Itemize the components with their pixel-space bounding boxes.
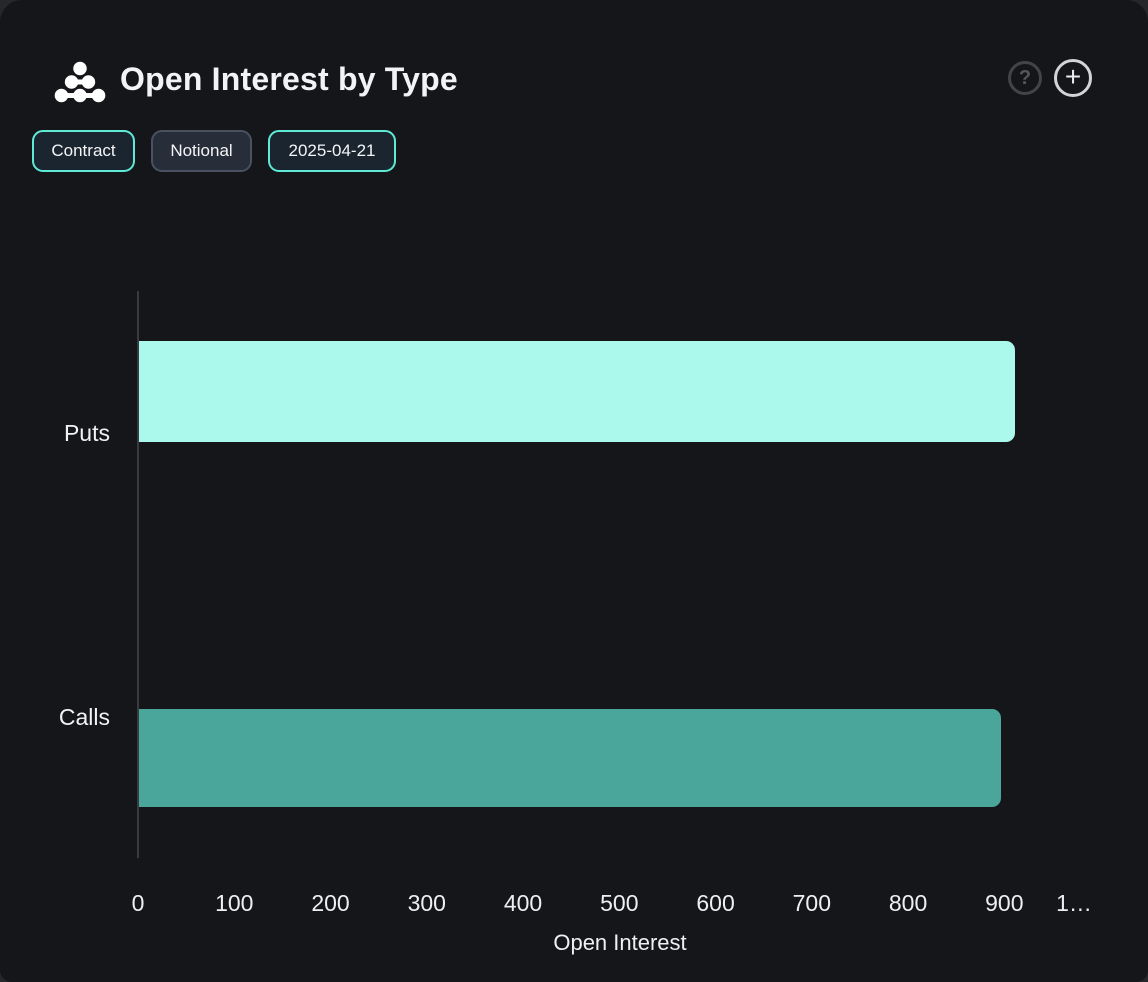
x-tick-label: 700 [792,890,831,916]
help-button[interactable]: ? [1008,61,1042,95]
question-mark-icon: ? [1018,66,1032,89]
x-tick-label: 100 [215,890,254,916]
category-label-calls: Calls [58,704,110,730]
bar-calls[interactable] [139,709,1001,807]
filter-button-date[interactable]: 2025-04-21 [268,130,396,172]
x-tick-label: 300 [407,890,446,916]
x-tick-label: 200 [311,890,350,916]
x-tick-label: 900 [985,890,1024,916]
x-tick-label: 0 [131,890,145,916]
x-tick-label: 600 [696,890,735,916]
bar-puts[interactable] [139,341,1015,442]
filter-button-notional[interactable]: Notional [151,130,252,172]
filter-button-contract[interactable]: Contract [32,130,135,172]
plus-icon: + [1064,60,1082,92]
category-label-puts: Puts [63,420,110,446]
x-axis-ticks: 0 100 200 300 400 500 600 700 800 900 1… [0,890,1148,920]
y-axis-line [137,291,139,858]
x-tick-label: 500 [600,890,639,916]
page-title: Open Interest by Type [120,61,458,97]
cluster-dots-icon [54,61,106,103]
x-axis-title: Open Interest [553,930,687,955]
add-button[interactable]: + [1054,59,1092,97]
x-tick-label: 800 [888,890,928,916]
x-tick-label: 1… [1056,890,1092,916]
x-tick-label: 400 [503,890,543,916]
